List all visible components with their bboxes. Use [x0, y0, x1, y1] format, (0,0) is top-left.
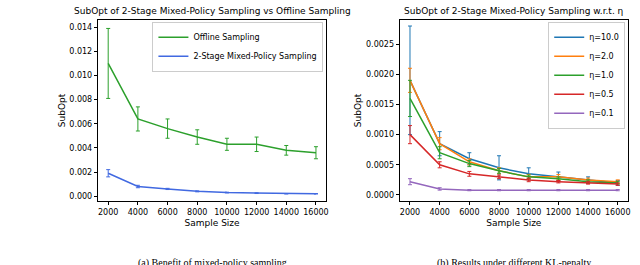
svg-text:12000: 12000 [244, 208, 269, 217]
svg-text:14000: 14000 [274, 208, 299, 217]
svg-text:4000: 4000 [429, 208, 449, 217]
svg-text:14000: 14000 [575, 208, 600, 217]
svg-text:η=1.0: η=1.0 [589, 71, 614, 80]
svg-text:12000: 12000 [546, 208, 571, 217]
svg-text:8000: 8000 [489, 208, 509, 217]
svg-text:η=0.5: η=0.5 [589, 90, 614, 99]
svg-text:0.008: 0.008 [69, 95, 92, 104]
svg-text:2000: 2000 [400, 208, 420, 217]
svg-text:η=2.0: η=2.0 [589, 52, 614, 61]
svg-text:0.006: 0.006 [69, 120, 92, 129]
svg-text:16000: 16000 [303, 208, 328, 217]
svg-text:0.012: 0.012 [69, 47, 92, 56]
svg-text:0.0010: 0.0010 [366, 130, 394, 139]
svg-text:SubOpt: SubOpt [57, 93, 67, 127]
svg-text:2-Stage Mixed-Policy Sampling: 2-Stage Mixed-Policy Sampling [193, 52, 316, 61]
svg-text:10000: 10000 [516, 208, 541, 217]
svg-text:η=10.0: η=10.0 [589, 33, 619, 42]
svg-text:16000: 16000 [605, 208, 630, 217]
svg-text:6000: 6000 [157, 208, 177, 217]
svg-text:0.010: 0.010 [69, 71, 92, 80]
svg-text:0.000: 0.000 [69, 192, 92, 201]
svg-text:Sample Size: Sample Size [486, 218, 542, 228]
svg-text:10000: 10000 [214, 208, 239, 217]
svg-text:0.0025: 0.0025 [366, 40, 394, 49]
svg-text:SubOpt of 2-Stage Mixed-Policy: SubOpt of 2-Stage Mixed-Policy Sampling … [74, 6, 351, 16]
svg-text:0.0020: 0.0020 [366, 70, 394, 79]
svg-text:0.002: 0.002 [69, 168, 92, 177]
svg-text:0.014: 0.014 [69, 23, 92, 32]
svg-text:Sample Size: Sample Size [185, 218, 241, 228]
svg-text:8000: 8000 [187, 208, 207, 217]
svg-text:4000: 4000 [128, 208, 148, 217]
svg-text:0.0005: 0.0005 [366, 161, 394, 170]
svg-text:2000: 2000 [98, 208, 118, 217]
svg-text:SubOpt of 2-Stage Mixed-Policy: SubOpt of 2-Stage Mixed-Policy Sampling … [404, 6, 623, 16]
svg-text:η=0.1: η=0.1 [589, 109, 614, 118]
svg-text:SubOpt: SubOpt [353, 93, 363, 127]
svg-text:0.0000: 0.0000 [366, 191, 394, 200]
svg-text:Offline Sampling: Offline Sampling [193, 33, 259, 42]
svg-text:(a) Benefit of mixed-policy sa: (a) Benefit of mixed-policy sampling [138, 257, 287, 265]
svg-text:6000: 6000 [459, 208, 479, 217]
svg-text:0.0015: 0.0015 [366, 100, 394, 109]
svg-text:0.004: 0.004 [69, 144, 92, 153]
svg-text:(b) Results under different KL: (b) Results under different KL-penalty [437, 257, 591, 265]
